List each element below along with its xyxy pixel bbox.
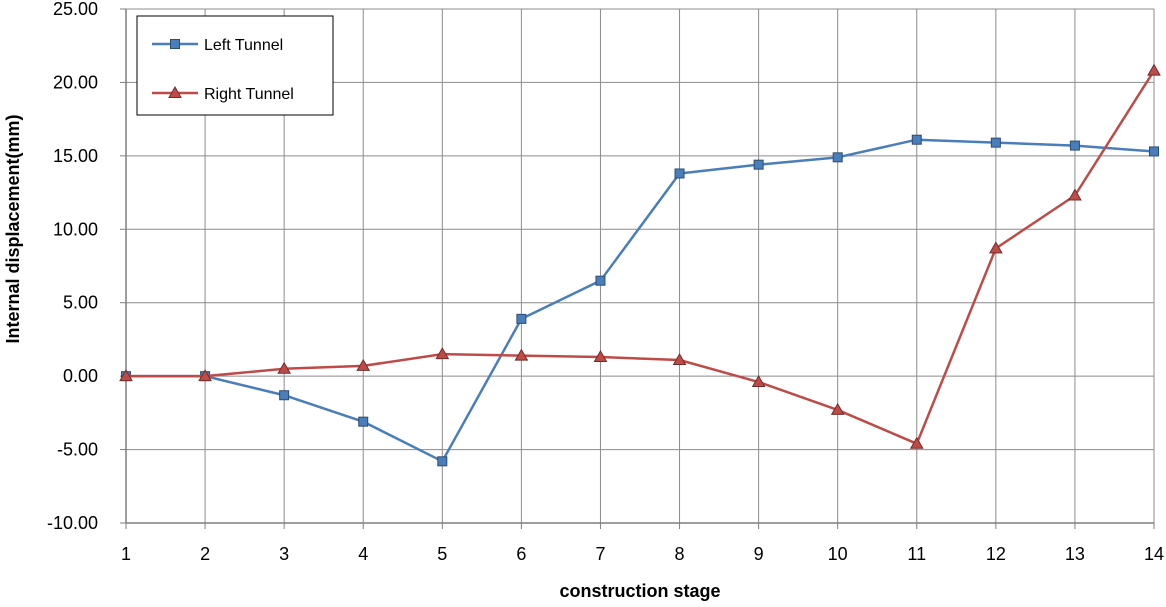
left-tunnel-line	[126, 138, 1155, 463]
x-tick-label: 14	[1144, 544, 1164, 564]
y-tick-label: 25.00	[53, 0, 98, 19]
x-tick-label: 13	[1065, 544, 1085, 564]
x-tick-label: 2	[200, 544, 210, 564]
right-tunnel-point	[198, 369, 212, 382]
x-axis-title: construction stage	[559, 581, 720, 601]
y-tick-label: -10.00	[47, 513, 98, 533]
right-tunnel-point	[1147, 63, 1161, 76]
right-tunnel-point	[830, 402, 845, 415]
series-left-tunnel	[121, 134, 1159, 467]
left-tunnel-point	[595, 275, 606, 286]
right-tunnel-point	[988, 241, 1003, 254]
left-tunnel-point	[911, 134, 922, 145]
legend-label: Right Tunnel	[204, 86, 294, 103]
x-tick-label: 1	[121, 544, 131, 564]
x-tick-label: 3	[279, 544, 289, 564]
y-axis-title: Internal displacement(mm)	[3, 114, 23, 343]
x-tick-label: 12	[986, 544, 1006, 564]
right-tunnel-point	[356, 358, 371, 371]
axes	[120, 8, 1155, 529]
y-tick-label: 10.00	[53, 219, 98, 239]
legend-box	[136, 15, 334, 116]
x-tick-label: 5	[437, 544, 447, 564]
right-tunnel-point	[593, 350, 608, 363]
left-tunnel-point	[674, 168, 685, 179]
x-tick-label: 11	[907, 544, 926, 564]
y-tick-label: 0.00	[63, 366, 98, 386]
left-tunnel-point	[1069, 140, 1080, 151]
x-tick-label: 7	[595, 544, 605, 564]
right-tunnel-point	[119, 369, 133, 382]
left-tunnel-point	[753, 159, 764, 170]
x-tick-label: 6	[516, 544, 526, 564]
y-tick-label: 5.00	[63, 293, 98, 313]
legend-swatch-marker	[170, 39, 180, 49]
left-tunnel-point	[279, 390, 290, 401]
left-tunnel-point	[437, 456, 448, 467]
left-tunnel-point	[832, 152, 843, 163]
series-right-tunnel	[119, 63, 1161, 449]
y-tick-label: 20.00	[53, 72, 98, 92]
right-tunnel-point	[277, 361, 292, 374]
left-tunnel-point	[516, 313, 527, 324]
left-tunnel-point	[1149, 146, 1159, 157]
legend: Left Tunnel Right Tunnel	[136, 15, 334, 116]
legend-item-right-tunnel: Right Tunnel	[152, 85, 294, 103]
y-tick-label: 15.00	[53, 146, 98, 166]
left-tunnel-point	[990, 137, 1001, 148]
legend-swatch-marker	[168, 85, 182, 98]
right-tunnel-point	[435, 347, 450, 360]
right-tunnel-point	[672, 352, 687, 365]
x-tick-label: 9	[754, 544, 764, 564]
left-tunnel-point	[358, 416, 369, 427]
x-tick-label: 8	[675, 544, 685, 564]
series-layer	[119, 63, 1161, 467]
legend-item-left-tunnel: Left Tunnel	[152, 37, 283, 54]
right-tunnel-line	[126, 70, 1156, 445]
right-tunnel-point	[1068, 188, 1082, 201]
x-tick-label: 4	[358, 544, 368, 564]
right-tunnel-point	[751, 375, 766, 388]
y-tick-label: -5.00	[57, 440, 98, 460]
right-tunnel-point	[514, 348, 529, 361]
tick-labels: -10.00 -5.00 0.00 5.00 10.00 15.00 20.00 25.00 1…	[47, 0, 1164, 564]
legend-label: Left Tunnel	[204, 37, 283, 54]
x-tick-label: 10	[828, 544, 848, 564]
right-tunnel-point	[909, 436, 924, 449]
